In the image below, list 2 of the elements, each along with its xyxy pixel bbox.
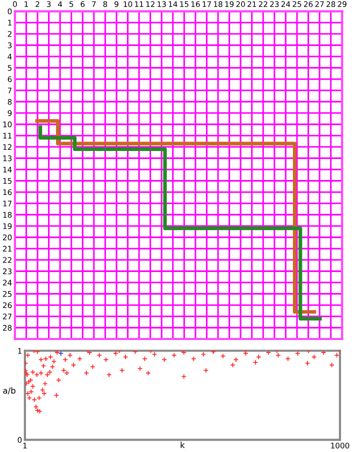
x-axis-title: k <box>180 442 185 448</box>
y-axis-title: a/b <box>3 387 16 394</box>
